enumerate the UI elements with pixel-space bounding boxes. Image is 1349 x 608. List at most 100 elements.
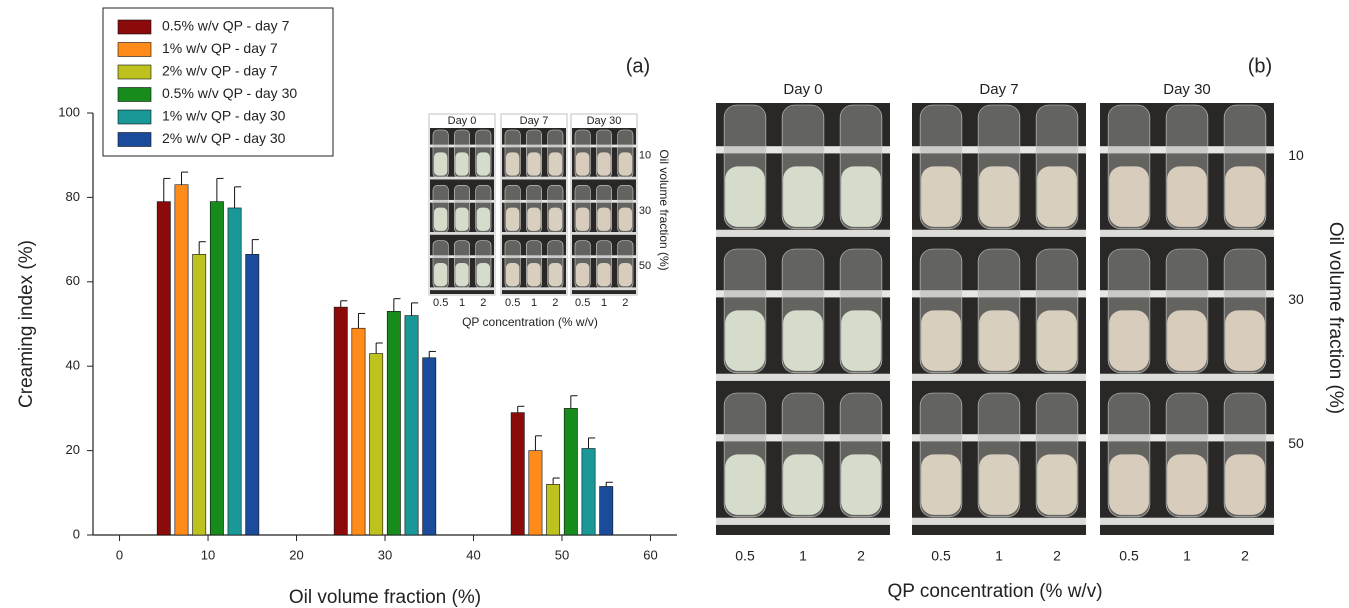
rack-bar	[572, 287, 636, 291]
tube-liquid	[979, 454, 1019, 515]
tube-liquid	[1109, 166, 1149, 227]
x-label: 0.5	[931, 548, 951, 564]
tube-liquid	[455, 207, 469, 231]
inset-x-label: 0.5	[433, 297, 448, 309]
inset-x-label: 0.5	[505, 297, 520, 309]
tube-liquid	[725, 454, 765, 515]
bar	[351, 327, 366, 536]
rack-bar	[912, 146, 1086, 154]
rack-bar	[572, 176, 636, 180]
rack-bar	[430, 199, 494, 203]
rack-bar	[502, 287, 566, 291]
y-tick-label: 40	[66, 358, 80, 373]
tube-liquid	[505, 207, 520, 231]
tube-liquid	[433, 152, 448, 176]
tube-liquid	[783, 310, 823, 371]
rack-bar	[1100, 434, 1274, 442]
bar	[209, 201, 224, 536]
rack-bar	[912, 434, 1086, 442]
tube-liquid	[575, 152, 590, 176]
x-tick-label: 40	[466, 547, 480, 562]
bar	[156, 201, 171, 536]
tube-liquid	[455, 152, 469, 176]
inset-x-label: 2	[552, 297, 558, 309]
rack-bar	[716, 290, 890, 298]
error-bar	[570, 395, 578, 409]
x-label: 1	[995, 548, 1003, 564]
error-bar	[234, 186, 242, 208]
error-bar	[393, 298, 401, 312]
tube-liquid	[618, 263, 633, 287]
rack-bar	[572, 144, 636, 148]
bar	[227, 207, 242, 536]
bar	[333, 306, 348, 536]
x-label: 2	[1053, 548, 1061, 564]
x-tick-label: 10	[201, 547, 215, 562]
rack-bar	[1100, 146, 1274, 154]
tube-liquid	[841, 166, 881, 227]
legend-label: 0.5% w/v QP - day 30	[162, 85, 297, 101]
rack-bar	[430, 176, 494, 180]
y-tick-label: 80	[66, 189, 80, 204]
inset-x-label: 0.5	[575, 297, 590, 309]
rack-bar	[716, 517, 890, 525]
rack-bar	[1100, 229, 1274, 237]
tube-liquid	[1167, 166, 1207, 227]
y-tick-label: 0	[73, 526, 80, 541]
tube-liquid	[1037, 310, 1077, 371]
tube-liquid	[433, 207, 448, 231]
x-axis-title: Oil volume fraction (%)	[289, 587, 481, 608]
tube-liquid	[921, 166, 961, 227]
inset-column-title: Day 7	[520, 115, 549, 127]
tube-liquid	[1109, 310, 1149, 371]
rack-bar	[502, 199, 566, 203]
bar	[563, 408, 578, 536]
tube-liquid	[476, 152, 491, 176]
tube-liquid	[597, 207, 611, 231]
row-label: 30	[1288, 291, 1304, 307]
y-axis-title: Creaming index (%)	[16, 240, 37, 408]
legend-swatch	[117, 109, 152, 125]
tube-liquid	[841, 310, 881, 371]
tube-liquid	[527, 207, 541, 231]
error-bar	[605, 481, 613, 487]
tube-liquid	[575, 263, 590, 287]
x-tick-label: 20	[289, 547, 303, 562]
tube-liquid	[1225, 454, 1265, 515]
tube-liquid	[527, 152, 541, 176]
rack-bar	[502, 255, 566, 259]
legend-label: 0.5% w/v QP - day 7	[162, 18, 290, 34]
tube-liquid	[1109, 454, 1149, 515]
tube-liquid	[783, 454, 823, 515]
row-label: 10	[1288, 147, 1304, 163]
x-tick-label: 0	[116, 547, 123, 562]
x-axis-title: QP concentration (% w/v)	[887, 581, 1102, 602]
x-label: 2	[857, 548, 865, 564]
x-label: 2	[1241, 548, 1249, 564]
legend-label: 2% w/v QP - day 30	[162, 130, 286, 146]
error-bar	[180, 171, 189, 185]
tube-liquid	[1167, 310, 1207, 371]
rack-bar	[716, 373, 890, 381]
y-tick-label: 100	[58, 104, 80, 119]
inset-row-label: 50	[639, 260, 651, 272]
rack-bar	[502, 144, 566, 148]
rack-bar	[502, 176, 566, 180]
x-label: 0.5	[735, 548, 755, 564]
tube-liquid	[1167, 454, 1207, 515]
rack-bar	[912, 229, 1086, 237]
x-tick-label: 60	[643, 547, 657, 562]
bar	[528, 450, 543, 536]
tube-liquid	[979, 310, 1019, 371]
tube-liquid	[505, 152, 520, 176]
error-bar	[216, 177, 224, 202]
tube-liquid	[1225, 310, 1265, 371]
bar	[174, 184, 189, 536]
error-bar	[163, 177, 171, 202]
tube-liquid	[921, 310, 961, 371]
x-tick-label: 30	[378, 547, 392, 562]
rack-bar	[1100, 290, 1274, 298]
bar	[510, 412, 525, 536]
bar	[369, 353, 384, 536]
legend-label: 2% w/v QP - day 7	[162, 63, 278, 79]
